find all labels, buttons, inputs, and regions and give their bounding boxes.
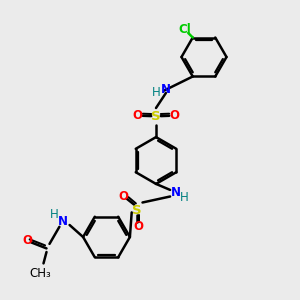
Text: H: H: [180, 190, 189, 204]
Text: O: O: [132, 109, 142, 122]
Text: S: S: [151, 110, 161, 124]
Text: H: H: [50, 208, 59, 221]
Text: H: H: [152, 86, 161, 99]
Text: S: S: [132, 203, 141, 217]
Text: O: O: [133, 220, 143, 233]
Text: N: N: [170, 186, 181, 200]
Text: N: N: [58, 215, 68, 228]
Text: O: O: [118, 190, 128, 203]
Text: O: O: [169, 109, 180, 122]
Text: O: O: [22, 234, 32, 247]
Text: CH₃: CH₃: [30, 267, 51, 280]
Text: Cl: Cl: [178, 22, 191, 36]
Text: N: N: [161, 83, 171, 96]
